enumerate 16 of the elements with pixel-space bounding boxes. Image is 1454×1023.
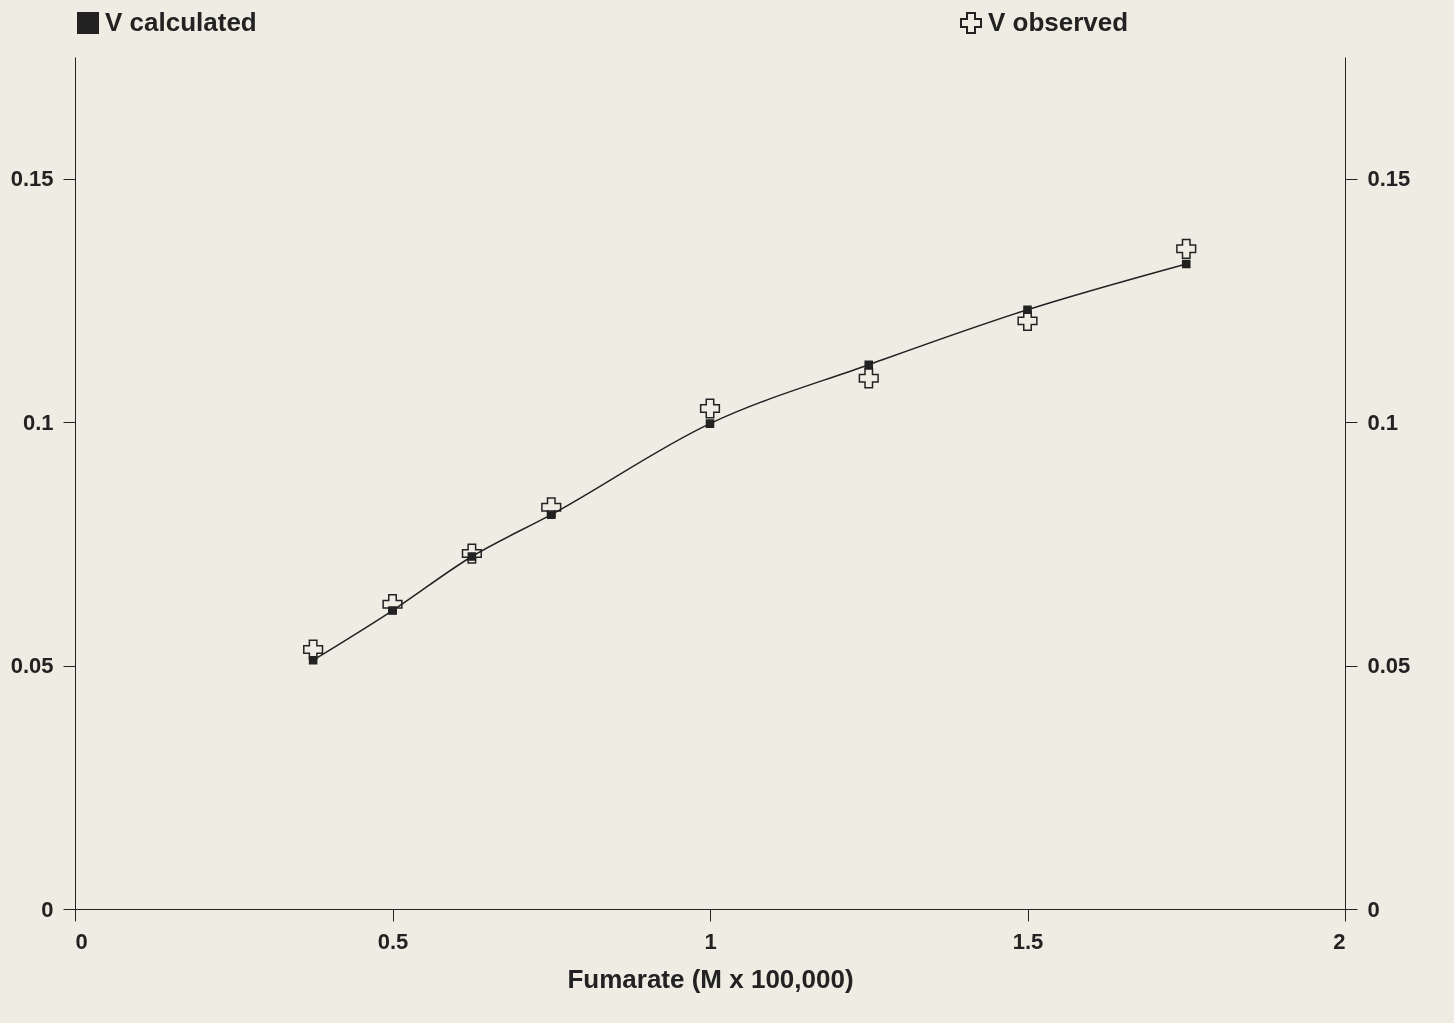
y-tick-label: 0.05 [10, 653, 54, 679]
legend-label: V observed [988, 7, 1129, 37]
y-tick-label: 0 [41, 896, 54, 922]
x-tick-label: 0.5 [377, 928, 409, 954]
y2-tick-label: 0.1 [1367, 409, 1399, 435]
legend-label: V calculated [105, 7, 257, 37]
y-tick-label: 0.1 [22, 409, 54, 435]
y2-tick-label: 0.05 [1367, 653, 1411, 679]
x-tick-label: 2 [1333, 928, 1346, 954]
x-axis-title: Fumarate (M x 100,000) [567, 963, 854, 994]
y2-tick-label: 0 [1367, 896, 1380, 922]
x-tick-label: 1.5 [1012, 928, 1044, 954]
x-tick-label: 0 [75, 928, 88, 954]
y2-tick-label: 0.15 [1367, 166, 1411, 192]
y-tick-label: 0.15 [10, 166, 54, 192]
x-tick-label: 1 [704, 928, 717, 954]
